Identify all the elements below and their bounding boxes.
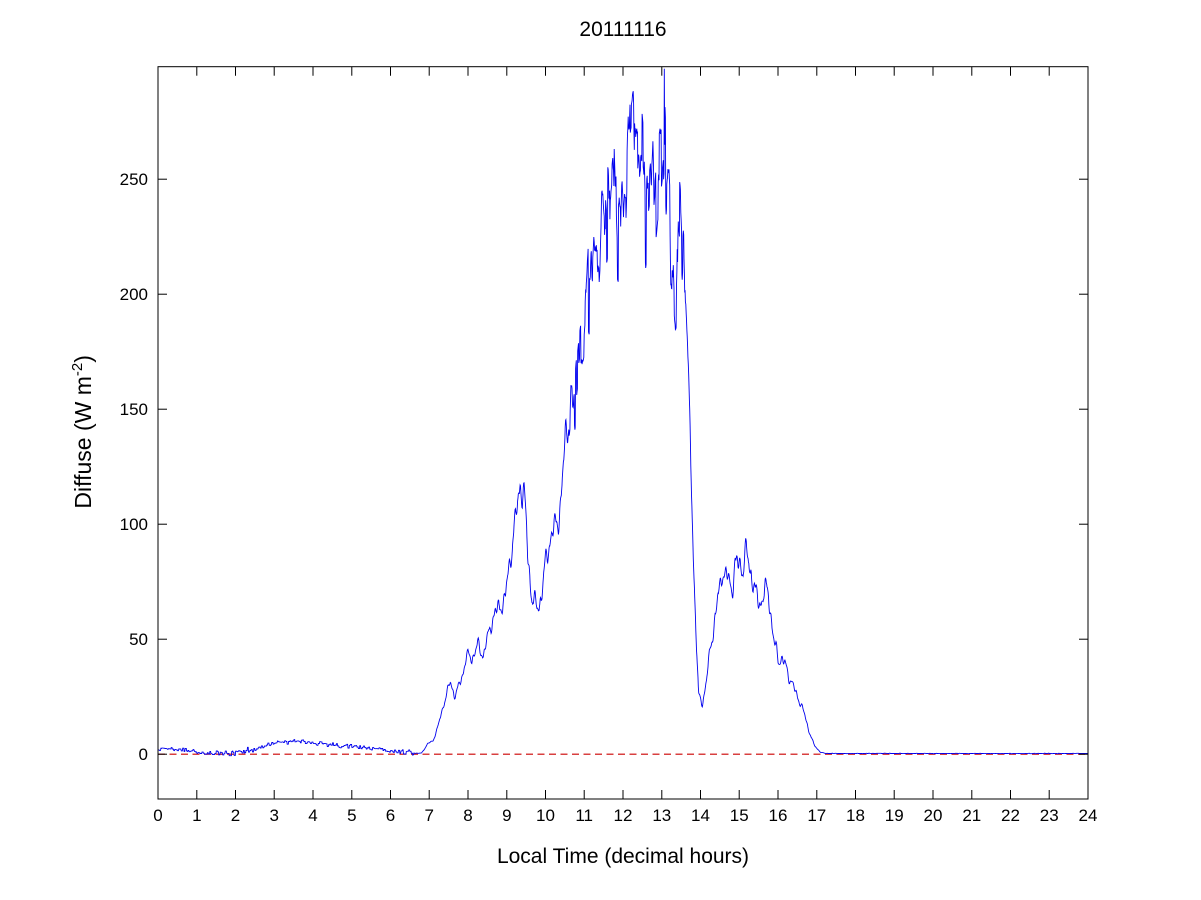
svg-text:5: 5 xyxy=(347,806,356,825)
svg-text:0: 0 xyxy=(153,806,162,825)
svg-text:17: 17 xyxy=(807,806,826,825)
svg-text:20: 20 xyxy=(924,806,943,825)
svg-text:6: 6 xyxy=(386,806,395,825)
svg-text:0: 0 xyxy=(139,745,148,764)
svg-text:13: 13 xyxy=(652,806,671,825)
svg-text:15: 15 xyxy=(730,806,749,825)
svg-text:9: 9 xyxy=(502,806,511,825)
svg-text:4: 4 xyxy=(308,806,317,825)
svg-text:100: 100 xyxy=(120,515,148,534)
svg-text:2: 2 xyxy=(231,806,240,825)
svg-text:3: 3 xyxy=(269,806,278,825)
svg-text:11: 11 xyxy=(575,806,593,825)
svg-text:23: 23 xyxy=(1040,806,1059,825)
svg-text:200: 200 xyxy=(120,285,148,304)
svg-text:16: 16 xyxy=(769,806,788,825)
svg-text:250: 250 xyxy=(120,170,148,189)
svg-text:50: 50 xyxy=(129,630,148,649)
svg-text:10: 10 xyxy=(536,806,555,825)
svg-text:22: 22 xyxy=(1001,806,1020,825)
svg-text:19: 19 xyxy=(885,806,904,825)
svg-text:150: 150 xyxy=(120,400,148,419)
svg-text:18: 18 xyxy=(846,806,865,825)
svg-text:7: 7 xyxy=(424,806,433,825)
svg-text:21: 21 xyxy=(962,806,981,825)
svg-text:12: 12 xyxy=(614,806,633,825)
svg-text:14: 14 xyxy=(691,806,710,825)
svg-text:24: 24 xyxy=(1079,806,1098,825)
svg-text:8: 8 xyxy=(463,806,472,825)
svg-text:1: 1 xyxy=(192,806,201,825)
